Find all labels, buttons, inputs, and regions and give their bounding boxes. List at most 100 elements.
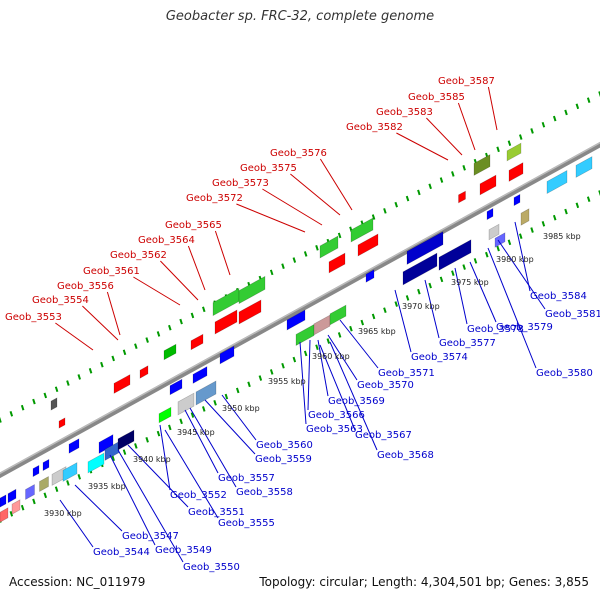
tick-mark-lower	[530, 227, 534, 233]
tick-mark-upper	[598, 91, 600, 97]
gene-label-reverse: Geob_3566	[308, 410, 365, 421]
gene-label-forward: Geob_3582	[346, 122, 403, 133]
kbp-label: 3980 kbp	[496, 255, 534, 264]
tick-mark-upper	[530, 128, 534, 134]
kbp-label: 3950 kbp	[222, 404, 260, 413]
tick-mark-upper	[179, 318, 183, 325]
gene-label-reverse: Geob_3571	[378, 368, 435, 379]
tick-mark-upper	[519, 134, 523, 140]
tick-mark-upper	[394, 201, 398, 208]
tick-mark-upper	[303, 251, 308, 257]
tick-mark-lower	[258, 375, 263, 381]
tick-mark-lower	[235, 387, 240, 394]
genome-backbone	[0, 141, 600, 479]
gene-label-reverse: Geob_3578	[467, 324, 524, 335]
gene-label-reverse: Geob_3558	[236, 487, 293, 498]
tick-mark-lower	[451, 270, 455, 277]
tick-mark-lower	[360, 319, 365, 326]
gene-feature	[313, 314, 331, 336]
tick-mark-upper	[43, 392, 48, 399]
accession-label: Accession: NC_011979	[9, 575, 146, 589]
tick-mark-lower	[315, 344, 319, 351]
gene-label-forward: Geob_3572	[186, 193, 243, 204]
tick-mark-upper	[371, 214, 376, 220]
gene-feature	[39, 476, 49, 492]
tick-mark-lower	[179, 418, 183, 425]
kbp-label: 3940 kbp	[133, 455, 171, 464]
tick-mark-lower	[326, 338, 331, 344]
tick-mark-lower	[462, 264, 466, 270]
tick-mark-upper	[462, 165, 466, 171]
tick-mark-upper	[575, 103, 580, 110]
tick-mark-lower	[552, 214, 557, 221]
label-leader	[290, 173, 341, 216]
tick-mark-upper	[541, 121, 546, 128]
gene-feature	[32, 464, 40, 478]
label-leader	[396, 132, 449, 161]
kbp-labels: 3930 kbp 3935 kbp 3940 kbp 3945 kbp 3950 kbp…	[44, 232, 581, 518]
tick-mark-lower	[66, 480, 70, 486]
label-leader	[307, 339, 311, 411]
label-leader	[55, 322, 94, 351]
tick-mark-lower	[202, 406, 206, 412]
tick-mark-lower	[281, 362, 285, 369]
tick-mark-lower	[519, 233, 523, 239]
tick-mark-lower	[111, 455, 115, 462]
tick-mark-upper	[337, 232, 342, 239]
gene-feature	[42, 458, 50, 472]
map-title: Geobacter sp. FRC-32, complete genome	[165, 9, 435, 24]
tick-mark-lower	[541, 221, 546, 227]
tick-mark-lower	[168, 424, 172, 431]
tick-mark-upper	[383, 208, 387, 214]
tick-mark-upper	[496, 146, 500, 153]
kbp-label: 3935 kbp	[88, 482, 126, 491]
tick-mark-lower	[349, 325, 353, 332]
gene-feature	[438, 239, 472, 271]
gene-feature	[365, 269, 375, 283]
gene-label-reverse: Geob_3551	[188, 507, 245, 518]
gene-feature	[238, 299, 262, 325]
gene-label-forward: Geob_3565	[165, 220, 222, 231]
kbp-label: 3945 kbp	[177, 428, 215, 437]
gene-feature	[357, 233, 379, 257]
tick-mark-lower	[303, 350, 308, 357]
gene-feature	[163, 343, 177, 361]
tick-mark-upper	[88, 367, 93, 374]
gene-feature	[62, 462, 78, 482]
tick-mark-lower	[439, 276, 444, 283]
tick-mark-lower	[564, 208, 568, 215]
gene-feature	[87, 452, 105, 474]
label-leader	[339, 319, 379, 369]
gene-feature	[169, 378, 183, 396]
tick-mark-upper	[100, 361, 104, 368]
label-leader	[487, 86, 498, 131]
label-leader	[317, 339, 329, 397]
gene-label-reverse: Geob_3550	[183, 562, 240, 573]
gene-feature	[402, 252, 438, 286]
backbone-highlight	[0, 141, 600, 475]
gene-label-reverse: Geob_3544	[93, 547, 150, 558]
tick-mark-lower	[473, 258, 478, 264]
gene-label-forward: Geob_3553	[5, 312, 62, 323]
tick-mark-upper	[156, 331, 161, 337]
gene-label-reverse: Geob_3569	[328, 396, 385, 407]
label-leader	[133, 276, 181, 306]
gene-label-forward: Geob_3556	[57, 281, 114, 292]
label-leader	[82, 305, 119, 341]
tick-mark-lower	[32, 498, 36, 505]
gene-feature	[473, 154, 491, 176]
tick-mark-lower	[292, 356, 297, 363]
gene-labels: Geob_3553 Geob_3554 Geob_3556 Geob_3561 Geob…	[5, 76, 600, 573]
tick-mark-lower	[405, 295, 410, 301]
tick-mark-lower	[156, 430, 161, 437]
tick-mark-upper	[122, 349, 127, 356]
gene-feature	[286, 309, 306, 331]
tick-mark-lower	[383, 307, 387, 314]
gene-label-reverse: Geob_3580	[536, 368, 593, 379]
tick-mark-lower	[20, 504, 25, 511]
tick-mark-lower	[122, 449, 127, 455]
label-leader	[497, 239, 546, 310]
label-leader	[299, 341, 307, 425]
gene-label-reverse: Geob_3555	[218, 518, 275, 529]
